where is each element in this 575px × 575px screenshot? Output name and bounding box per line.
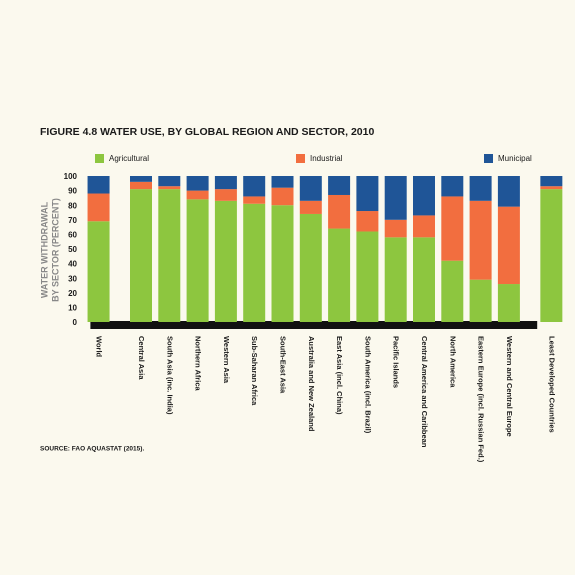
bar-segment xyxy=(87,176,110,194)
bar-segment xyxy=(469,176,492,201)
bar-segment xyxy=(214,189,237,201)
y-tick-label: 10 xyxy=(68,304,77,313)
bar-segment xyxy=(130,181,152,190)
bar-segment xyxy=(356,231,379,322)
bar-segment xyxy=(243,196,266,204)
bar-segment xyxy=(441,260,464,322)
x-tick-label: Least Developed Countries xyxy=(547,336,556,433)
x-tick-label: Sub-Saharan Africa xyxy=(250,336,259,406)
bar-segment xyxy=(413,237,435,322)
bar-segment xyxy=(130,176,152,182)
bar-segment xyxy=(413,176,435,216)
bar-segment xyxy=(540,186,563,190)
y-tick-label: 20 xyxy=(68,289,77,298)
bar-segment xyxy=(271,176,294,188)
bar-segment xyxy=(328,176,351,195)
y-tick-label: 100 xyxy=(64,172,78,181)
x-tick-label: Western and Central Europe xyxy=(505,336,514,437)
x-tick-label: Central America and Caribbean xyxy=(420,336,429,448)
legend-label: Municipal xyxy=(498,154,532,163)
y-tick-label: 70 xyxy=(68,216,77,225)
x-tick-label: Western Asia xyxy=(222,336,231,384)
bar-segment xyxy=(214,176,237,190)
bar-segment xyxy=(130,189,152,322)
bar-segment xyxy=(271,205,294,322)
legend-swatch xyxy=(484,154,493,163)
bar-segment xyxy=(413,215,435,238)
bar-segment xyxy=(299,200,322,214)
bar-segment xyxy=(186,190,209,200)
chart-title: FIGURE 4.8 WATER USE, BY GLOBAL REGION A… xyxy=(40,126,374,138)
legend-label: Industrial xyxy=(310,154,343,163)
x-tick-label: South Asia (inc. India) xyxy=(165,336,174,415)
bar-segment xyxy=(497,176,520,207)
x-tick-label: Eastern Europe (incl. Russian Fed.) xyxy=(477,336,486,463)
y-tick-label: 30 xyxy=(68,274,77,283)
x-tick-label: Central Asia xyxy=(137,336,146,380)
bar-segment xyxy=(328,194,351,229)
bar-segment xyxy=(214,200,237,322)
y-tick-label: 80 xyxy=(68,201,77,210)
x-tick-label: North America xyxy=(448,336,457,388)
bar-segment xyxy=(299,176,322,201)
bar-segment xyxy=(384,176,407,220)
y-tick-label: 50 xyxy=(68,245,77,254)
bar-segment xyxy=(540,176,563,187)
bar-segment xyxy=(356,176,379,212)
x-tick-label: South-East Asia xyxy=(279,336,288,394)
y-axis-title: WATER WITHDRAWAL xyxy=(39,201,49,298)
bar-segment xyxy=(158,189,181,322)
x-tick-label: Australia and New Zealand xyxy=(307,336,316,432)
x-tick-label: Pacific Islands xyxy=(392,336,401,388)
x-tick-label: World xyxy=(95,336,104,358)
x-tick-label: Northern Africa xyxy=(194,336,203,392)
bar-segment xyxy=(243,176,266,197)
x-tick-label: East Asia (incl. China) xyxy=(335,336,344,415)
source-note: SOURCE: FAO AQUASTAT (2015). xyxy=(40,446,144,453)
bar-segment xyxy=(158,186,181,190)
bar-segment xyxy=(243,203,266,322)
legend-label: Agricultural xyxy=(109,154,149,163)
bar-segment xyxy=(384,219,407,238)
bar-segment xyxy=(441,196,464,261)
legend-swatch xyxy=(296,154,305,163)
y-tick-label: 40 xyxy=(68,260,77,269)
bar-segment xyxy=(87,193,110,222)
bar-segment xyxy=(186,199,209,322)
bar-segment xyxy=(271,187,294,206)
bar-segment xyxy=(328,228,351,322)
bar-segment xyxy=(497,206,520,285)
bar-segment xyxy=(158,176,181,187)
y-tick-label: 60 xyxy=(68,231,77,240)
y-tick-label: 0 xyxy=(73,318,78,327)
bar-segment xyxy=(384,237,407,322)
bar-segment xyxy=(469,200,492,280)
y-tick-label: 90 xyxy=(68,187,77,196)
baseline-band xyxy=(90,321,538,329)
y-axis-title: BY SECTOR (PERCENT) xyxy=(50,198,60,302)
bar-segment xyxy=(87,221,110,322)
bar-segment xyxy=(356,211,379,232)
bar-segment xyxy=(299,213,322,322)
x-tick-label: South America (incl. Brazil) xyxy=(363,336,372,434)
legend-swatch xyxy=(95,154,104,163)
bar-segment xyxy=(497,284,520,322)
bar-segment xyxy=(186,176,209,191)
bar-segment xyxy=(441,176,464,197)
bar-segment xyxy=(540,189,563,322)
bar-segment xyxy=(469,279,492,322)
